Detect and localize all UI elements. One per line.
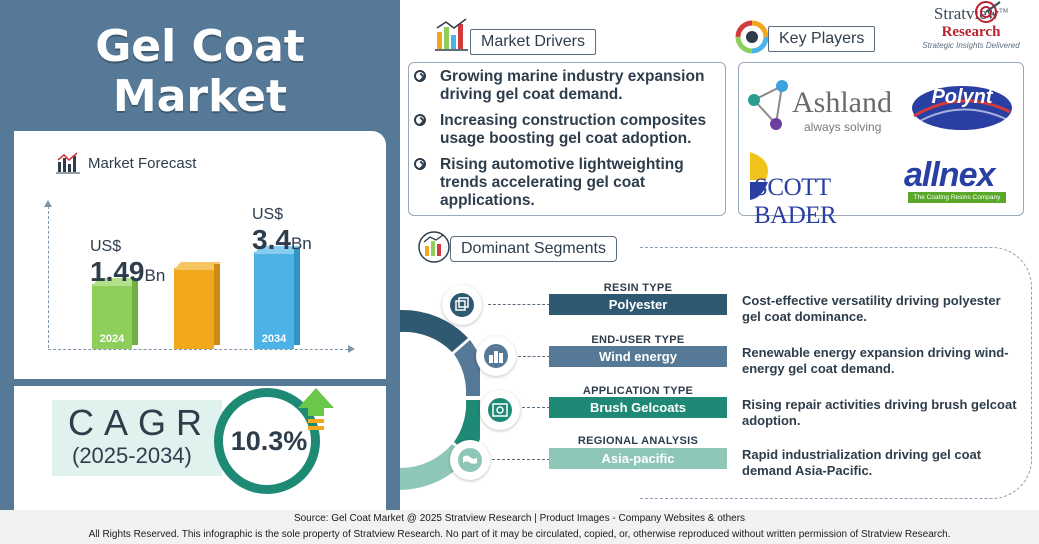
title-line-1: Gel Coat: [95, 21, 305, 72]
key-players-icon: [735, 20, 769, 54]
stratview-logo: StratviewTM Research Strategic Insights …: [911, 4, 1031, 50]
y-axis: [48, 206, 49, 348]
allnex-name: allnex: [904, 156, 995, 194]
segment-value-box: Brush Gelcoats: [549, 397, 727, 418]
segment-description: Renewable energy expansion driving wind-…: [742, 345, 1009, 376]
segments-frame: [640, 247, 1032, 499]
cagr-period: (2025-2034): [72, 443, 192, 468]
segment-connector: [488, 304, 550, 305]
segment-type-label: APPLICATION TYPE: [582, 385, 694, 397]
brand-tagline: Strategic Insights Delivered: [922, 41, 1020, 50]
segment-description: Rapid industrialization driving gel coat…: [742, 447, 982, 478]
forecast-bar-2034: 2034: [254, 246, 301, 349]
logo-allnex: allnex The Coating Resins Company: [904, 152, 1012, 208]
logo-polynt: Polynt: [910, 78, 1014, 134]
globe-icon: [450, 440, 490, 480]
forecast-heading-text: Market Forecast: [88, 154, 197, 172]
driver-item: Growing marine industry expansion drivin…: [440, 68, 705, 103]
resin-icon: [442, 285, 482, 325]
bar-value-label-2024: US$ 1.49Bn: [90, 238, 165, 288]
bar-value-label-2034: US$ 3.4Bn: [252, 206, 312, 256]
y-axis-arrow: [44, 200, 52, 207]
x-axis: [48, 349, 348, 350]
dominant-segments-heading: Dominant Segments: [450, 236, 617, 262]
bar-year-label: 2024: [99, 333, 125, 345]
cagr-label: CAGR: [68, 402, 213, 443]
logo-scott-bader: SCOTT BADER: [748, 150, 886, 229]
forecast-bar-mid: [174, 262, 221, 349]
cagr-value: 10.3%: [230, 426, 308, 456]
chevron-right-icon: [414, 114, 426, 126]
bar-value: 3.4: [252, 224, 291, 255]
cagr-box: [52, 400, 222, 476]
segment-type-label: END-USER TYPE: [591, 334, 685, 346]
segment-description: Cost-effective versatility driving polye…: [742, 293, 1001, 324]
segment-connector: [522, 407, 550, 408]
bar-year-label: 2034: [261, 333, 287, 345]
bar-currency: US$: [90, 238, 122, 255]
scott-bader-mark-icon: [750, 152, 768, 200]
polynt-mark-icon: [912, 86, 1012, 130]
scott-bader-name: SCOTT BADER: [754, 174, 837, 229]
brand-tm: TM: [999, 8, 1009, 15]
segment-value-box: Polyester: [549, 294, 727, 315]
bar-value: 1.49: [90, 256, 145, 287]
footer-source: Source: Gel Coat Market @ 2025 Stratview…: [293, 513, 746, 524]
segment-description: Rising repair activities driving brush g…: [742, 397, 1017, 428]
segment-type-label: RESIN TYPE: [603, 282, 673, 294]
bar-currency: US$: [252, 206, 284, 223]
bar-unit: Bn: [144, 266, 166, 285]
page-title: Gel Coat Market: [0, 22, 400, 122]
key-players-heading: Key Players: [768, 26, 876, 52]
footer: Source: Gel Coat Market @ 2025 Stratview…: [0, 510, 1039, 544]
end-user-icon: [476, 336, 516, 376]
ashland-tagline: always solving: [804, 120, 882, 134]
ashland-mark-icon: [748, 80, 788, 130]
drivers-box: [408, 62, 726, 216]
segment-value-box: Wind energy: [549, 346, 727, 367]
market-drivers-icon: [435, 18, 468, 51]
target-icon: [975, 1, 1001, 23]
dominant-segments-icon: [418, 231, 450, 263]
market-drivers-heading: Market Drivers: [470, 29, 597, 55]
brand-research: Research: [941, 24, 1001, 40]
allnex-tagline: The Coating Resins Company: [908, 192, 1006, 203]
title-line-2: Market: [112, 71, 288, 122]
segment-type-label: REGIONAL ANALYSIS: [577, 435, 699, 447]
segment-value-box: Asia-pacific: [549, 448, 727, 469]
chevron-right-icon: [414, 158, 426, 170]
logo-ashland: Ashland always solving: [746, 76, 896, 138]
forecast-heading: Market Forecast: [56, 152, 196, 174]
x-axis-arrow: [348, 345, 355, 353]
ashland-name: Ashland: [792, 86, 892, 119]
application-icon: [480, 390, 520, 430]
chevron-right-icon: [414, 70, 426, 82]
segment-connector: [492, 459, 550, 460]
driver-item: Rising automotive lightweighting trends …: [440, 156, 684, 209]
growth-arrow-icon: [298, 388, 334, 430]
forecast-bar-2024: 2024: [92, 278, 139, 349]
driver-item: Increasing construction composites usage…: [440, 112, 707, 147]
polynt-name: Polynt: [931, 86, 993, 108]
footer-rights: All Rights Reserved. This infographic is…: [88, 529, 951, 540]
segment-connector: [518, 356, 550, 357]
bar-chart-icon: [56, 152, 80, 174]
bar-unit: Bn: [290, 234, 312, 253]
